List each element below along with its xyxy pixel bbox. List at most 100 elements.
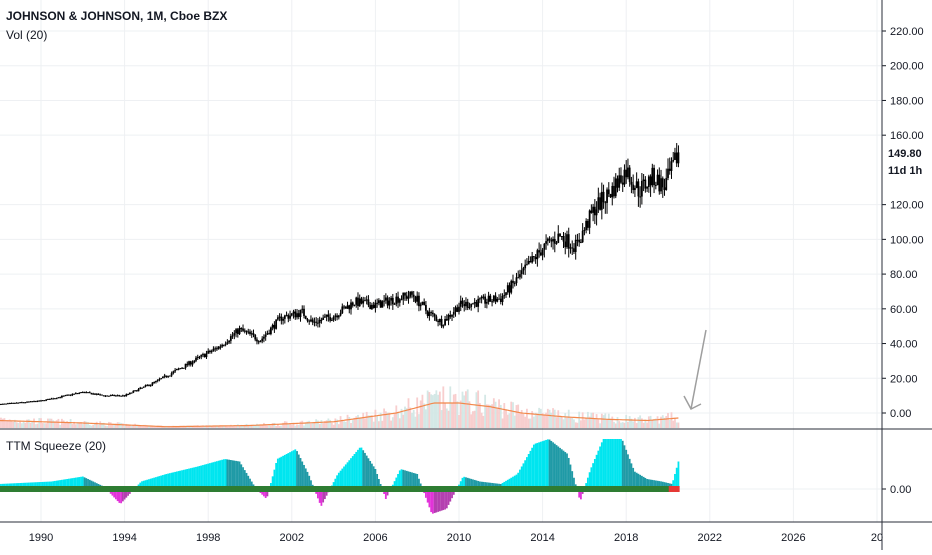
candle-body <box>477 299 479 307</box>
squeeze-bar <box>232 460 234 489</box>
squeeze-bar <box>240 464 242 489</box>
candle-body <box>92 394 94 395</box>
candle-body <box>564 242 566 248</box>
candle-body <box>176 369 178 370</box>
candle-body <box>599 197 601 209</box>
squeeze-bar <box>347 462 349 489</box>
volume-bar <box>549 410 551 428</box>
candle-body <box>303 309 305 316</box>
squeeze-bar <box>355 452 357 489</box>
volume-bar <box>432 395 434 428</box>
squeeze-bar <box>192 468 194 489</box>
candle-body <box>254 335 256 340</box>
volume-bar <box>627 422 629 428</box>
candle-body <box>185 364 187 368</box>
candle-body <box>556 243 558 244</box>
candle-body <box>608 189 610 194</box>
volume-bar <box>613 422 615 428</box>
squeeze-bar <box>533 445 535 489</box>
squeeze-bar <box>239 462 241 490</box>
squeeze-bar <box>211 463 213 489</box>
candle-body <box>333 317 335 320</box>
squeeze-bar <box>223 459 225 489</box>
candle-body <box>310 320 312 322</box>
squeeze-bar <box>523 463 525 489</box>
volume-bar <box>78 423 80 428</box>
volume-bar <box>16 422 18 428</box>
candle-body <box>263 337 265 339</box>
volume-bar <box>427 391 429 428</box>
squeeze-bar <box>592 463 594 489</box>
volume-bar <box>45 423 47 428</box>
candle-body <box>307 319 309 321</box>
candle-body <box>535 257 537 259</box>
squeeze-bar <box>535 444 537 489</box>
candle-body <box>596 209 598 215</box>
candle-body <box>31 401 33 402</box>
volume-bar <box>585 418 587 428</box>
squeeze-bar <box>188 469 190 489</box>
volume-bar <box>82 424 84 428</box>
volume-bar <box>618 421 620 428</box>
squeeze-bar <box>225 459 227 489</box>
squeeze-bar <box>563 451 565 489</box>
volume-bar <box>578 412 580 428</box>
squeeze-bar <box>629 459 631 489</box>
volume-bar <box>359 419 361 428</box>
squeeze-bar <box>568 458 570 489</box>
squeeze-bar <box>599 447 601 490</box>
candle-body <box>355 298 357 305</box>
candle-body <box>315 322 317 323</box>
candle-body <box>378 300 380 303</box>
candle-body <box>380 300 382 307</box>
candle-body <box>331 320 333 321</box>
volume-bar <box>622 422 624 428</box>
x-tick-label: 2018 <box>614 532 638 544</box>
y-tick-label: 160.00 <box>890 130 924 142</box>
candle-body <box>489 296 491 302</box>
candle-body <box>120 396 122 397</box>
candle-body <box>669 169 671 171</box>
volume-bar <box>89 425 91 428</box>
y-tick-label: 80.00 <box>890 269 918 281</box>
volume-bar <box>582 412 584 428</box>
squeeze-bar <box>559 448 561 489</box>
candle-body <box>206 353 208 357</box>
squeeze-bar <box>564 452 566 489</box>
candle-body <box>395 297 397 304</box>
candle-body <box>178 369 180 370</box>
candle-body <box>476 302 478 307</box>
volume-bar <box>298 425 300 428</box>
candle-body <box>66 395 68 396</box>
volume-bar <box>341 421 343 428</box>
squeeze-bar <box>213 462 215 489</box>
squeeze-bar <box>226 459 228 489</box>
x-tick-label: 20 <box>871 532 883 544</box>
candle-body <box>425 305 427 311</box>
candle-body <box>390 298 392 301</box>
volume-bar <box>662 415 664 428</box>
squeeze-bar <box>618 439 620 489</box>
candle-body <box>155 381 157 382</box>
volume-bar <box>376 416 378 428</box>
candle-body <box>30 401 32 402</box>
volume-bar <box>597 419 599 428</box>
candle-body <box>73 394 75 395</box>
y-tick-label: 20.00 <box>890 373 918 385</box>
volume-bar <box>406 408 408 428</box>
candle-body <box>218 347 220 349</box>
volume-indicator-label[interactable]: Vol (20) <box>6 28 47 42</box>
candle-body <box>644 180 646 189</box>
candle-body <box>401 299 403 300</box>
candle-body <box>146 385 148 386</box>
squeeze-indicator-label[interactable]: TTM Squeeze (20) <box>6 439 106 453</box>
candle-body <box>463 304 465 306</box>
candle-body <box>408 297 410 299</box>
candle-body <box>0 404 2 405</box>
candle-body <box>651 168 653 185</box>
candle-body <box>428 312 430 316</box>
volume-bar <box>308 421 310 428</box>
